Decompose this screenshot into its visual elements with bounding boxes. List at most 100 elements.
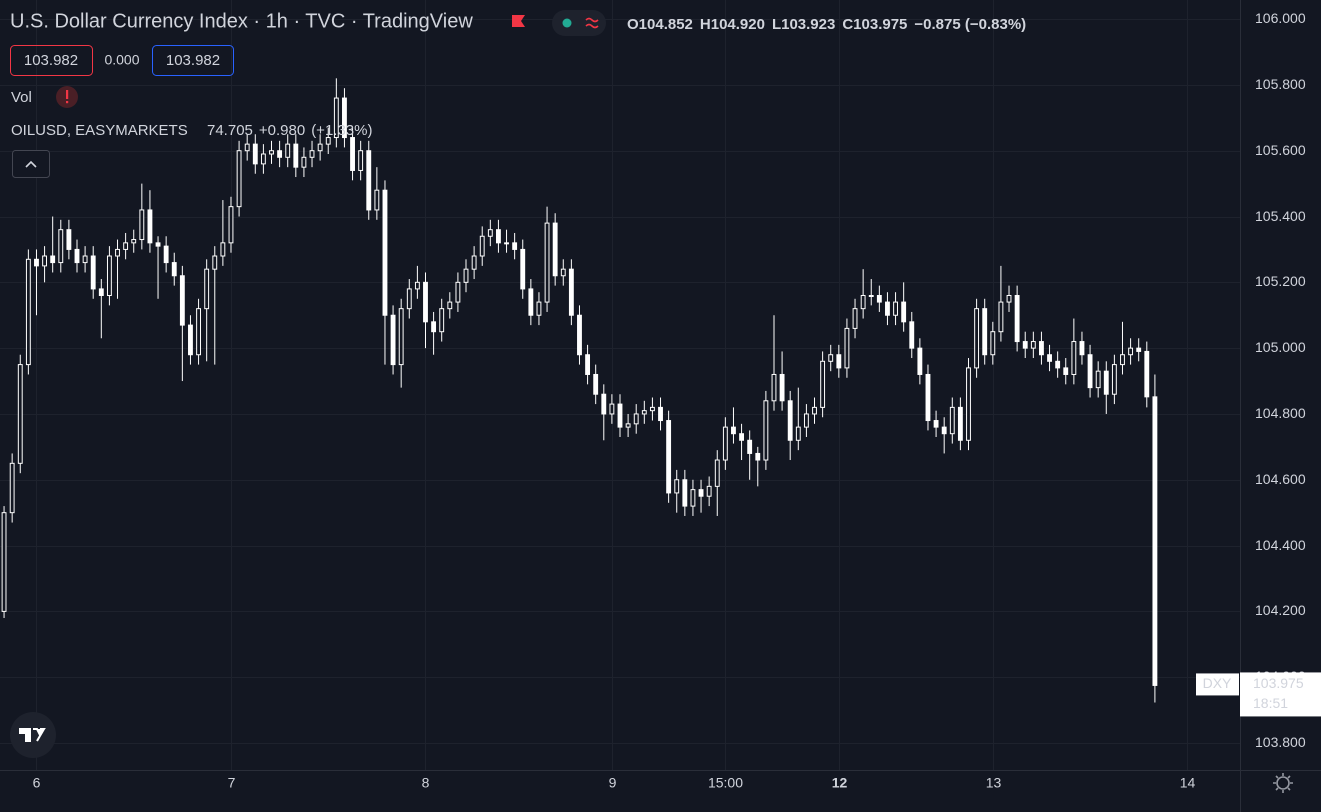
sell-button[interactable]: [10, 45, 93, 76]
y-tick-label: 106.000: [1255, 10, 1306, 26]
candle-body: [50, 255, 56, 264]
candle-body: [868, 294, 874, 297]
candle-body: [577, 314, 582, 356]
candle-body: [504, 242, 509, 245]
candle-body: [885, 301, 890, 316]
sell-price: 103.982: [24, 52, 78, 69]
candle-body: [293, 143, 299, 168]
candle-body: [1022, 341, 1028, 349]
ohlc-values: O104.852 H104.920 L103.923 C103.975 −0.875 (…: [627, 16, 1026, 33]
candle-body: [358, 150, 364, 171]
overlay-change: +0.980: [259, 122, 305, 139]
y-tick-label: 105.400: [1255, 208, 1306, 224]
candle-body: [163, 245, 169, 264]
chevron-up: [25, 160, 37, 168]
tradingview-logo[interactable]: [10, 712, 56, 758]
candle-body: [982, 308, 988, 356]
collapse-button[interactable]: [12, 150, 50, 178]
last-price: 103.975: [1253, 675, 1304, 691]
x-tick-label: 14: [1180, 775, 1196, 791]
candle-body: [925, 373, 931, 422]
candle-body: [398, 308, 404, 366]
candle-body: [1055, 360, 1061, 369]
candle-body: [447, 301, 453, 310]
chart-title: U.S. Dollar Currency Index · 1h · TVC · …: [10, 10, 473, 32]
candle-body: [17, 364, 23, 464]
candle-body: [552, 222, 558, 277]
candle-body: [755, 452, 761, 461]
volume-label: Vol: [11, 89, 32, 106]
candle-body: [617, 403, 623, 428]
candle-body: [366, 150, 372, 211]
x-tick-label: 6: [33, 775, 41, 791]
candle-body: [747, 439, 753, 454]
candle-body: [1071, 341, 1077, 375]
candle-body: [325, 137, 331, 145]
ohlc-low: L103.923: [772, 16, 835, 33]
candle-body: [309, 150, 315, 158]
candles: [1, 78, 1158, 703]
buy-button[interactable]: [152, 45, 234, 76]
candle-body: [317, 143, 323, 152]
candle-body: [471, 255, 477, 270]
candle-body: [536, 301, 542, 316]
candle-body: [82, 255, 88, 264]
candle-body: [585, 354, 591, 375]
overlay-name: OILUSD, EASYMARKETS: [11, 122, 188, 139]
candle-body: [1111, 364, 1117, 395]
candle-body: [812, 406, 817, 415]
candle-body: [188, 324, 193, 356]
candle-body: [1103, 370, 1109, 395]
candle-body: [1128, 347, 1134, 356]
candle-body: [1039, 341, 1044, 356]
candle-body: [1079, 341, 1085, 356]
candle-body: [520, 248, 526, 290]
candle-body: [106, 255, 112, 296]
candle-body: [836, 354, 842, 369]
candle-body: [722, 426, 728, 461]
candle-body: [423, 281, 428, 323]
spread: 0.000: [104, 52, 139, 68]
y-tick-label: 105.600: [1255, 142, 1306, 158]
candle-body: [690, 489, 696, 507]
candle-body: [374, 189, 380, 211]
candle-body: [795, 426, 801, 441]
candle-body: [90, 255, 96, 290]
candle-body: [1, 512, 7, 612]
candle-body: [212, 255, 218, 270]
y-tick-label: 103.800: [1255, 734, 1306, 750]
candle-body: [601, 393, 607, 415]
ohlc-open: O104.852: [627, 16, 693, 33]
y-tick-label: 104.200: [1255, 602, 1306, 618]
candle-body: [568, 268, 574, 316]
candle-body: [439, 308, 445, 333]
candle-body: [139, 209, 145, 241]
candle-body: [633, 413, 639, 425]
candle-body: [350, 137, 355, 171]
candle-body: [42, 255, 48, 267]
candle-body: [204, 268, 210, 310]
candle-body: [260, 153, 266, 165]
status-pill[interactable]: [552, 10, 606, 36]
candle-body: [609, 403, 615, 415]
settings-icon[interactable]: [1276, 776, 1290, 790]
candle-body: [714, 459, 720, 487]
overlay-values: 74.705 +0.980 (+1.33%): [207, 122, 372, 139]
flag-icon[interactable]: [512, 15, 525, 27]
candle-body: [9, 462, 15, 514]
candle-body: [155, 242, 161, 247]
candle-body: [658, 406, 663, 422]
y-tick-label: 104.600: [1255, 471, 1306, 487]
candle-body: [487, 229, 493, 237]
candle-body: [269, 150, 274, 155]
candle-body: [787, 400, 793, 441]
candle-body: [593, 373, 599, 395]
y-tick-label: 105.000: [1255, 339, 1306, 355]
candle-body: [1144, 350, 1150, 398]
candle-body: [496, 229, 501, 244]
y-tick-label: 105.200: [1255, 273, 1306, 289]
x-tick-label: 8: [422, 775, 430, 791]
x-tick-label: 7: [228, 775, 236, 791]
candle-body: [901, 301, 907, 323]
